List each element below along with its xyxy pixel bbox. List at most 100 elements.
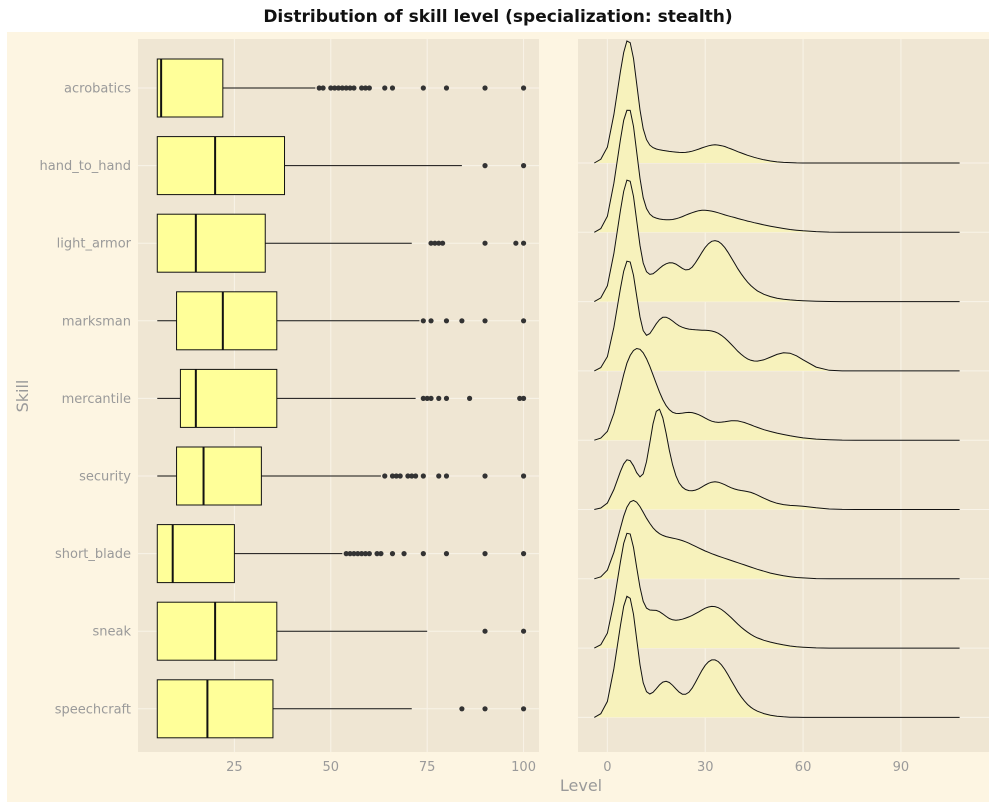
outlier-point (436, 240, 442, 246)
outlier-point (420, 395, 426, 401)
outlier-point (401, 551, 407, 557)
outlier-point (440, 240, 446, 246)
outlier-point (520, 240, 527, 246)
skill-tick-labels: acrobatics hand_to_hand light_armormarksma… (40, 82, 132, 718)
box-hand-to-hand (156, 136, 527, 196)
ridge-area (594, 533, 960, 649)
outlier-point (428, 240, 434, 246)
outlier-point (328, 85, 334, 91)
outlier-point (339, 85, 345, 91)
box-short-blade (156, 524, 527, 584)
skill-label: speechcraft (55, 702, 131, 717)
outlier-point (428, 318, 434, 324)
boxplot-panel: acrobatics hand_to_hand light_armormarksma… (13, 39, 539, 775)
outlier-point (332, 85, 338, 91)
outlier-point (482, 551, 488, 557)
outlier-point (351, 85, 357, 91)
outlier-point (482, 163, 488, 169)
outlier-point (378, 551, 384, 557)
ridge-short-blade (594, 499, 960, 580)
skill-label: sneak (92, 625, 131, 640)
outlier-point (482, 473, 488, 479)
outlier-point (420, 318, 426, 324)
iqr-box (156, 524, 235, 584)
outlier-point (520, 163, 527, 169)
x-tick-label: 60 (795, 760, 812, 775)
outlier-point (424, 395, 430, 401)
ridgeline-x-tick-labels: 0 30 60 90 (603, 760, 909, 775)
outlier-point (362, 551, 369, 557)
outlier-point (443, 395, 450, 401)
box-marksman (157, 291, 527, 351)
skill-label: marksman (62, 314, 131, 329)
boxplot-x-tick-labels: 25 50 75 100 (226, 760, 536, 775)
x-tick-label: 25 (226, 760, 243, 775)
outlier-point (520, 706, 527, 712)
outlier-point (432, 240, 438, 246)
x-tick-label: 75 (419, 760, 436, 775)
ridge-speechcraft (594, 595, 960, 718)
outlier-point (420, 85, 426, 91)
outlier-point (405, 473, 411, 479)
skill-label: security (79, 470, 131, 485)
ridge-area (594, 261, 960, 371)
outlier-point (397, 473, 403, 479)
iqr-box (176, 291, 278, 351)
outlier-point (366, 85, 372, 91)
outlier-point (459, 706, 465, 712)
ridge-line (594, 260, 960, 372)
ridgeline-marks (594, 40, 960, 718)
outlier-point (459, 318, 465, 324)
x-tick-label: 90 (893, 760, 910, 775)
outlier-point (343, 551, 349, 557)
outlier-point (513, 240, 519, 246)
outlier-point (482, 706, 488, 712)
iqr-box (156, 601, 278, 661)
outlier-point (428, 395, 434, 401)
outlier-point (374, 551, 380, 557)
ridge-line (594, 179, 960, 303)
outlier-point (382, 85, 388, 91)
outlier-point (520, 628, 527, 634)
ridge-line (594, 347, 960, 441)
ridge-light-armor (594, 179, 960, 303)
outlier-point (413, 473, 419, 479)
ridge-line (594, 532, 960, 649)
outlier-point (482, 628, 488, 634)
ridge-area (594, 500, 960, 579)
outlier-point (466, 395, 473, 401)
ridge-line (594, 40, 960, 164)
x-tick-label: 50 (323, 760, 340, 775)
x-tick-label: 30 (697, 760, 714, 775)
iqr-box (156, 679, 274, 739)
outlier-point (436, 473, 442, 479)
outlier-point (420, 473, 426, 479)
outlier-point (482, 85, 488, 91)
outlier-point (347, 85, 353, 91)
ridge-line (594, 109, 960, 233)
ridge-line (594, 499, 960, 580)
outlier-point (359, 85, 365, 91)
box-sneak (156, 601, 527, 661)
boxplot-marks (156, 58, 527, 739)
outlier-point (316, 85, 322, 91)
outlier-point (409, 473, 415, 479)
outlier-point (335, 85, 342, 91)
outlier-point (362, 85, 369, 91)
outlier-point (520, 85, 527, 91)
outlier-point (320, 85, 326, 91)
ridge-area (594, 180, 960, 302)
outlier-point (520, 395, 527, 401)
chart-title: Distribution of skill level (specializat… (263, 7, 732, 27)
ridge-mercantile (594, 347, 960, 441)
ridge-line (594, 408, 960, 510)
outlier-point (420, 551, 426, 557)
outlier-point (382, 473, 388, 479)
outlier-point (520, 318, 527, 324)
iqr-box (176, 446, 262, 506)
outlier-point (517, 395, 523, 401)
box-security (157, 446, 527, 506)
outlier-point (355, 551, 361, 557)
outlier-point (389, 473, 396, 479)
